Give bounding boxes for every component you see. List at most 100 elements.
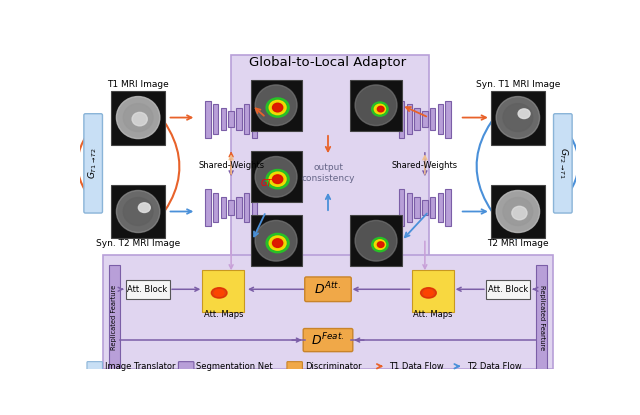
Text: Att. Block: Att. Block xyxy=(488,285,528,294)
FancyBboxPatch shape xyxy=(231,55,429,261)
Ellipse shape xyxy=(378,242,384,247)
Text: output
consistency: output consistency xyxy=(301,163,355,183)
FancyBboxPatch shape xyxy=(125,280,170,298)
Bar xyxy=(202,270,244,312)
Bar xyxy=(221,108,226,130)
FancyArrowPatch shape xyxy=(140,94,179,237)
Bar xyxy=(415,108,420,130)
Bar xyxy=(438,193,443,222)
Ellipse shape xyxy=(138,203,150,212)
FancyBboxPatch shape xyxy=(179,361,194,371)
Text: $G_{T1\rightarrow T2}$: $G_{T1\rightarrow T2}$ xyxy=(87,147,99,179)
Text: T1 Data Flow: T1 Data Flow xyxy=(389,362,444,371)
FancyBboxPatch shape xyxy=(287,361,303,371)
Ellipse shape xyxy=(424,290,433,296)
Ellipse shape xyxy=(266,98,289,117)
Bar xyxy=(252,100,257,138)
FancyBboxPatch shape xyxy=(554,114,572,213)
Ellipse shape xyxy=(496,190,540,232)
Ellipse shape xyxy=(255,156,297,197)
Bar xyxy=(351,215,402,266)
Text: GT: GT xyxy=(261,178,273,188)
Text: Image Translator: Image Translator xyxy=(105,362,175,371)
Ellipse shape xyxy=(273,239,283,247)
Bar xyxy=(438,105,443,134)
Bar xyxy=(399,100,404,138)
Bar xyxy=(109,266,120,369)
Text: Att. Block: Att. Block xyxy=(127,285,168,294)
Text: T1 MRI Image: T1 MRI Image xyxy=(108,80,169,89)
FancyArrowPatch shape xyxy=(77,120,99,206)
Bar xyxy=(412,270,454,312)
Bar xyxy=(205,100,211,138)
Bar xyxy=(351,80,402,131)
Ellipse shape xyxy=(211,288,227,298)
Text: Att. Maps: Att. Maps xyxy=(204,310,243,319)
FancyBboxPatch shape xyxy=(103,255,553,369)
Ellipse shape xyxy=(503,198,532,225)
Text: T2 MRI Image: T2 MRI Image xyxy=(487,239,548,248)
Ellipse shape xyxy=(116,190,160,232)
Ellipse shape xyxy=(378,106,384,112)
Text: $G_{T2\rightarrow T1}$: $G_{T2\rightarrow T1}$ xyxy=(557,147,569,179)
Ellipse shape xyxy=(372,237,388,252)
Bar xyxy=(111,90,165,144)
Text: Discriminator: Discriminator xyxy=(305,362,362,371)
Text: Att. Maps: Att. Maps xyxy=(413,310,452,319)
Bar xyxy=(430,197,435,218)
Bar xyxy=(422,200,428,215)
Text: Global-to-Local Adaptor: Global-to-Local Adaptor xyxy=(250,56,406,69)
Bar xyxy=(445,189,451,226)
Ellipse shape xyxy=(214,290,224,296)
Ellipse shape xyxy=(273,103,283,112)
Text: Replicated Fearture: Replicated Fearture xyxy=(111,285,118,350)
Bar xyxy=(399,189,404,226)
Bar xyxy=(236,197,241,218)
Text: Replicated Fearture: Replicated Fearture xyxy=(538,285,545,350)
Ellipse shape xyxy=(269,172,286,186)
FancyBboxPatch shape xyxy=(303,329,353,352)
Bar xyxy=(228,111,234,127)
Bar xyxy=(250,80,301,131)
Ellipse shape xyxy=(266,233,289,253)
Bar xyxy=(213,105,218,134)
Ellipse shape xyxy=(503,104,532,132)
Ellipse shape xyxy=(273,175,283,183)
Ellipse shape xyxy=(269,236,286,250)
Text: Shared-Weights: Shared-Weights xyxy=(392,161,458,170)
Text: T2 Data Flow: T2 Data Flow xyxy=(467,362,522,371)
Ellipse shape xyxy=(355,220,397,261)
Ellipse shape xyxy=(372,102,388,116)
Bar xyxy=(252,189,257,226)
Ellipse shape xyxy=(420,288,436,298)
Bar xyxy=(228,200,234,215)
Ellipse shape xyxy=(124,104,153,132)
Text: Shared-Weights: Shared-Weights xyxy=(198,161,264,170)
Bar xyxy=(236,108,241,130)
Bar xyxy=(536,266,547,369)
Bar xyxy=(445,100,451,138)
Text: $D^{Feat.}$: $D^{Feat.}$ xyxy=(311,332,345,348)
Ellipse shape xyxy=(512,206,527,220)
Ellipse shape xyxy=(132,112,147,126)
Ellipse shape xyxy=(255,220,297,261)
FancyBboxPatch shape xyxy=(305,277,351,302)
Ellipse shape xyxy=(124,198,153,225)
Text: Segmentation Net: Segmentation Net xyxy=(196,362,273,371)
Bar xyxy=(205,189,211,226)
Bar xyxy=(430,108,435,130)
Bar xyxy=(406,193,412,222)
Bar xyxy=(244,105,250,134)
Bar xyxy=(491,185,545,239)
Bar xyxy=(491,90,545,144)
Ellipse shape xyxy=(116,97,160,139)
FancyBboxPatch shape xyxy=(84,114,102,213)
Ellipse shape xyxy=(355,85,397,126)
Ellipse shape xyxy=(269,100,286,115)
Bar xyxy=(250,151,301,202)
Bar xyxy=(406,105,412,134)
Bar xyxy=(221,197,226,218)
Text: Syn. T1 MRI Image: Syn. T1 MRI Image xyxy=(476,80,560,89)
Ellipse shape xyxy=(496,97,540,139)
Bar xyxy=(213,193,218,222)
